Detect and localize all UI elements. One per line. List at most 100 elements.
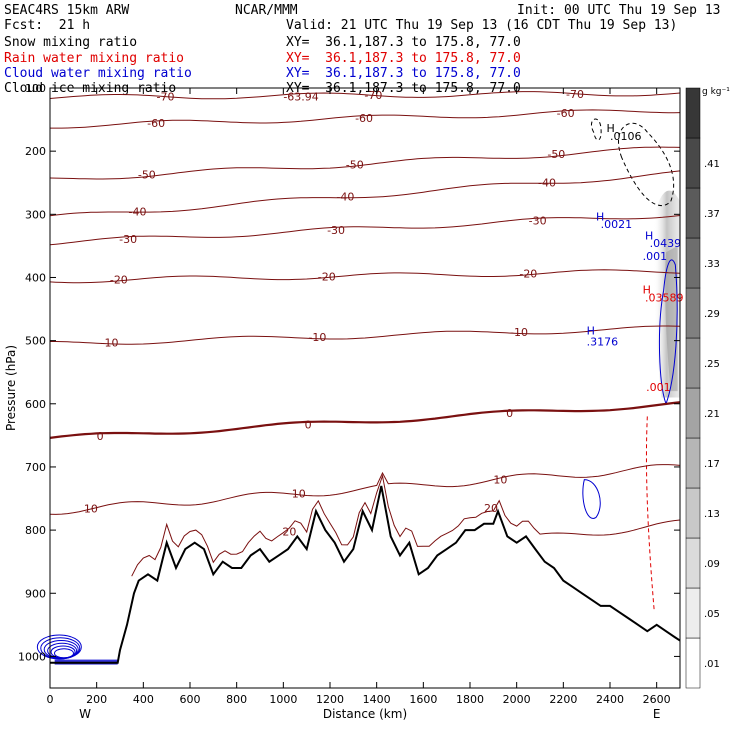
x-tick-label: 2400 <box>596 693 624 706</box>
model-title: SEAC4RS 15km ARW <box>4 3 130 18</box>
x-tick-label: 1200 <box>316 693 344 706</box>
isotherm-label: -10 <box>101 336 119 349</box>
colorbar-unit: g kg⁻¹ <box>702 87 730 97</box>
x-tick-label: 2600 <box>643 693 671 706</box>
isotherm-label: -20 <box>519 267 537 280</box>
isotherm-label: -30 <box>529 215 547 228</box>
y-tick-label: 100 <box>25 82 46 95</box>
isotherm-label: -60 <box>557 107 575 120</box>
colorbar-box <box>685 387 701 439</box>
isotherm-minus40 <box>49 170 681 217</box>
rain-contour <box>645 416 655 613</box>
isotherm-label: -40 <box>538 177 556 190</box>
field-cloudwater-xy: XY= 36.1,187.3 to 175.8, 77.0 <box>286 66 521 81</box>
isotherm-label: -10 <box>510 326 528 339</box>
isotherm-label: -60 <box>355 112 373 125</box>
isotherm-label: 0 <box>305 418 312 431</box>
isotherm-label: 0 <box>506 407 513 420</box>
x-tick-label: 200 <box>86 693 107 706</box>
cloud-core-shading <box>665 245 678 392</box>
colorbar-label: .25 <box>704 359 720 370</box>
isotherm-label: 20 <box>484 502 498 515</box>
isotherm-label: 10 <box>292 488 306 501</box>
isotherm-minus60 <box>50 109 681 129</box>
colorbar-label: .21 <box>704 409 720 420</box>
isotherm-label: -40 <box>129 205 147 218</box>
contour-annotation: .0439 <box>650 237 682 250</box>
colorbar-box <box>685 537 701 589</box>
field-cloudwater-name: Cloud water mixing ratio <box>4 66 192 81</box>
east-label: E <box>653 707 661 721</box>
contour-annotation: .0106 <box>610 130 642 143</box>
x-tick-label: 600 <box>180 693 201 706</box>
colorbar-label: .33 <box>704 259 720 270</box>
x-tick-label: 0 <box>47 693 54 706</box>
y-tick-label: 900 <box>25 587 46 600</box>
forecast-hour: Fcst: 21 h <box>4 18 91 33</box>
colorbar-box <box>685 637 701 689</box>
isotherm-20 <box>131 473 681 577</box>
isotherm-label: -10 <box>308 331 326 344</box>
colorbar-label: .05 <box>704 609 720 620</box>
cloud-water-contour-mid <box>582 479 601 519</box>
contour-annotation: H <box>643 283 651 296</box>
y-tick-label: 600 <box>25 398 46 411</box>
colorbar-box <box>685 137 701 189</box>
isotherm-label: -20 <box>110 274 128 287</box>
isotherm-label: -40 <box>336 191 354 204</box>
x-tick-label: 1600 <box>409 693 437 706</box>
x-tick-label: 2200 <box>549 693 577 706</box>
colorbar-label: .41 <box>704 159 720 170</box>
x-tick-label: 1800 <box>456 693 484 706</box>
y-tick-label: 500 <box>25 335 46 348</box>
colorbar-label: .13 <box>704 509 720 520</box>
isotherm-0 <box>49 401 681 439</box>
contour-annotation: H <box>596 211 604 224</box>
field-rain-xy: XY= 36.1,187.3 to 175.8, 77.0 <box>286 51 521 66</box>
x-tick-label: 1400 <box>363 693 391 706</box>
west-label: W <box>79 707 91 721</box>
contour-annotation: .001 <box>643 250 668 263</box>
x-tick-label: 400 <box>133 693 154 706</box>
isotherm-label: -20 <box>318 270 336 283</box>
x-tick-label: 2000 <box>503 693 531 706</box>
contour-annotation: .3176 <box>587 336 619 349</box>
y-tick-label: 800 <box>25 524 46 537</box>
isotherm-label: -60 <box>147 117 165 130</box>
isotherm-10 <box>49 464 681 515</box>
colorbar-label: .29 <box>704 309 720 320</box>
init-time: Init: 00 UTC Thu 19 Sep 13 <box>517 3 721 18</box>
x-tick-label: 1000 <box>269 693 297 706</box>
cloud-ice-contour <box>618 122 675 207</box>
colorbar-box <box>685 437 701 489</box>
isotherm-label: 10 <box>493 474 507 487</box>
field-rain-name: Rain water mixing ratio <box>4 51 185 66</box>
org-label: NCAR/MMM <box>235 3 298 18</box>
y-tick-label: 1000 <box>18 650 46 663</box>
colorbar-label: .09 <box>704 559 720 570</box>
cloud-water-contour-east <box>658 259 678 406</box>
colorbar-box <box>685 587 701 639</box>
colorbar-box <box>685 487 701 539</box>
colorbar-box <box>685 287 701 339</box>
contour-annotation: H <box>645 230 653 243</box>
isotherm-minus30 <box>49 215 681 246</box>
x-axis-label: Distance (km) <box>323 707 407 721</box>
contour-annotation: H <box>607 122 615 135</box>
colorbar-box <box>685 187 701 239</box>
valid-time: Valid: 21 UTC Thu 19 Sep 13 (16 CDT Thu … <box>286 18 678 33</box>
cloud-ice-contour-small <box>590 118 602 141</box>
isotherm-label: -30 <box>119 233 137 246</box>
colorbar-label: .17 <box>704 459 720 470</box>
plot-frame <box>49 87 681 689</box>
contour-annotation: H <box>587 324 595 337</box>
isotherm-label: -50 <box>346 158 364 171</box>
isotherm-label: 20 <box>282 525 296 538</box>
isotherm-label: -70 <box>566 88 584 101</box>
x-tick-label: 800 <box>226 693 247 706</box>
terrain-surface <box>50 485 681 664</box>
y-axis-label: Pressure (hPa) <box>4 345 18 431</box>
colorbar-box <box>685 87 701 139</box>
contour-annotation: .03589 <box>645 291 684 304</box>
